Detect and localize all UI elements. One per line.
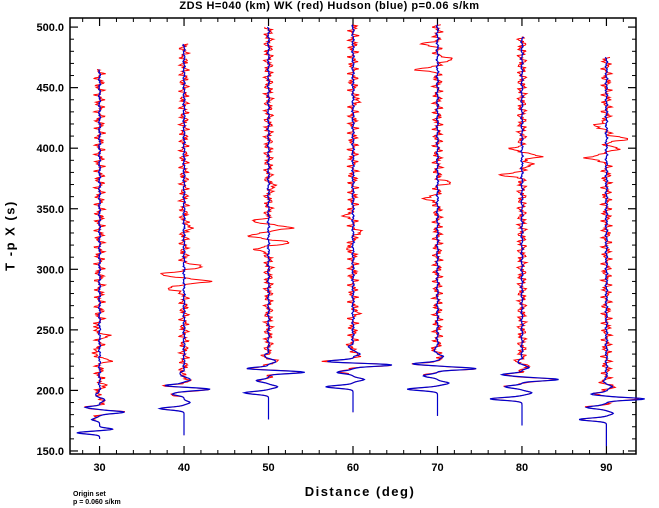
y-axis-label: T -p X (s) [2,200,18,271]
x-tick-label: 40 [178,462,190,474]
y-tick-label: 450.0 [36,83,64,95]
x-tick-label: 30 [93,462,105,474]
wk-trace [321,24,392,413]
hudson-trace [489,36,559,426]
footnote-ray-parameter: p = 0.060 s/km [73,499,121,506]
hudson-trace [578,56,645,447]
wk-trace [580,56,641,447]
wk-trace [77,69,126,439]
hudson-trace [325,24,393,413]
y-tick-label: 300.0 [36,264,64,276]
x-tick-label: 80 [516,462,528,474]
hudson-trace [76,69,125,439]
footnote-origin: Origin set [73,491,106,498]
chart-title: ZDS H=040 (km) WK (red) Hudson (blue) p=… [179,0,480,12]
x-tick-label: 70 [431,462,443,474]
x-tick-label: 90 [600,462,612,474]
hudson-trace [157,43,211,436]
hudson-trace [406,24,477,416]
wk-trace [491,36,558,426]
y-tick-label: 400.0 [36,143,64,155]
hudson-trace [241,26,305,420]
wk-trace [243,26,301,420]
y-tick-label: 150.0 [36,446,64,458]
x-tick-label: 50 [262,462,274,474]
x-axis-label: Distance (deg) [304,484,416,499]
y-tick-label: 200.0 [36,385,64,397]
y-tick-label: 500.0 [36,22,64,34]
y-tick-label: 350.0 [36,204,64,216]
x-tick-label: 60 [347,462,359,474]
y-tick-label: 250.0 [36,325,64,337]
wk-trace [158,43,213,436]
